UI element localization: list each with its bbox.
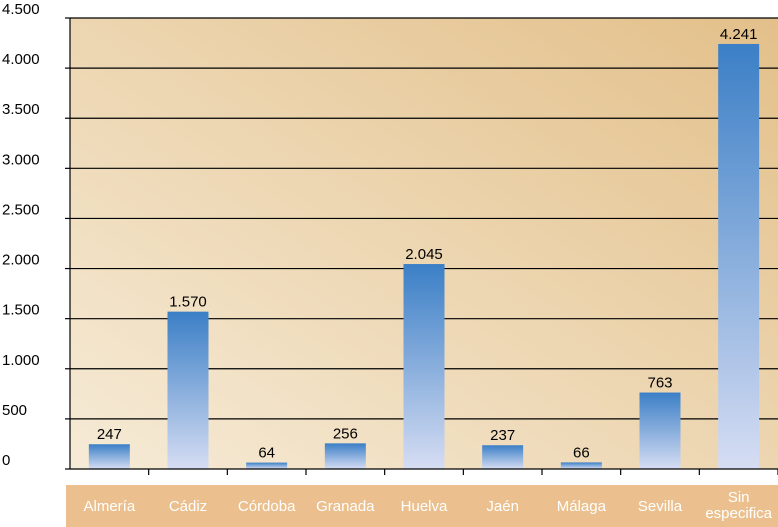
category-label: Jaén <box>486 498 519 515</box>
y-tick-label: 2.500 <box>2 201 40 218</box>
bar <box>403 264 445 469</box>
x-axis-ticks <box>148 469 778 475</box>
category-label-line: Almería <box>83 498 135 515</box>
category-label-line: Cádiz <box>169 498 207 515</box>
bar <box>482 445 524 469</box>
y-tick-label: 500 <box>2 402 27 419</box>
category-labels: Almería Cádiz Córdoba Granada Huelva Jaén Mála… <box>83 489 772 522</box>
bar <box>324 443 366 469</box>
bar <box>560 462 602 469</box>
y-tick-label: 4.500 <box>2 1 40 18</box>
data-label: 2.045 <box>405 246 443 263</box>
category-label-line: Sin <box>728 489 750 506</box>
data-label: 4.241 <box>720 26 758 43</box>
data-label: 256 <box>333 425 358 442</box>
y-tick-label: 1.500 <box>2 302 40 319</box>
category-label: Córdoba <box>238 498 296 515</box>
category-label: Cádiz <box>169 498 207 515</box>
bar <box>639 392 681 469</box>
y-tick-label: 3.500 <box>2 101 40 118</box>
bars <box>88 43 760 470</box>
bar <box>718 43 760 470</box>
data-label: 763 <box>647 375 672 392</box>
data-label: 66 <box>573 444 590 461</box>
category-label-line: Sevilla <box>638 498 683 515</box>
category-label-line: Granada <box>316 498 375 515</box>
category-label-line: Huelva <box>401 498 448 515</box>
y-tick-label: 4.000 <box>2 51 40 68</box>
bar <box>88 444 130 469</box>
y-axis-ticks: 0 500 1.000 1.500 2.000 2.500 3.000 3.500 4.000 4… <box>2 1 70 470</box>
category-label: Sin especifica <box>705 489 772 522</box>
data-label: 1.570 <box>169 294 207 311</box>
y-tick-label: 2.000 <box>2 252 40 269</box>
data-label: 64 <box>258 445 275 462</box>
data-label: 247 <box>97 426 122 443</box>
category-band <box>66 485 778 527</box>
category-label-line: Málaga <box>557 498 607 515</box>
category-label: Huelva <box>401 498 448 515</box>
category-label-line: Jaén <box>486 498 519 515</box>
category-label: Málaga <box>557 498 607 515</box>
y-tick-label: 1.000 <box>2 352 40 369</box>
category-label-line: especifica <box>705 505 772 522</box>
category-label: Granada <box>316 498 375 515</box>
category-label-line: Córdoba <box>238 498 296 515</box>
y-tick-label: 3.000 <box>2 151 40 168</box>
data-label: 237 <box>490 427 515 444</box>
bar <box>246 462 288 469</box>
y-tick-label: 0 <box>2 452 10 469</box>
data-labels: 247 1.570 64 256 2.045 237 66 763 4.241 <box>97 26 758 462</box>
category-label: Sevilla <box>638 498 683 515</box>
bar <box>167 311 209 469</box>
category-label: Almería <box>83 498 135 515</box>
